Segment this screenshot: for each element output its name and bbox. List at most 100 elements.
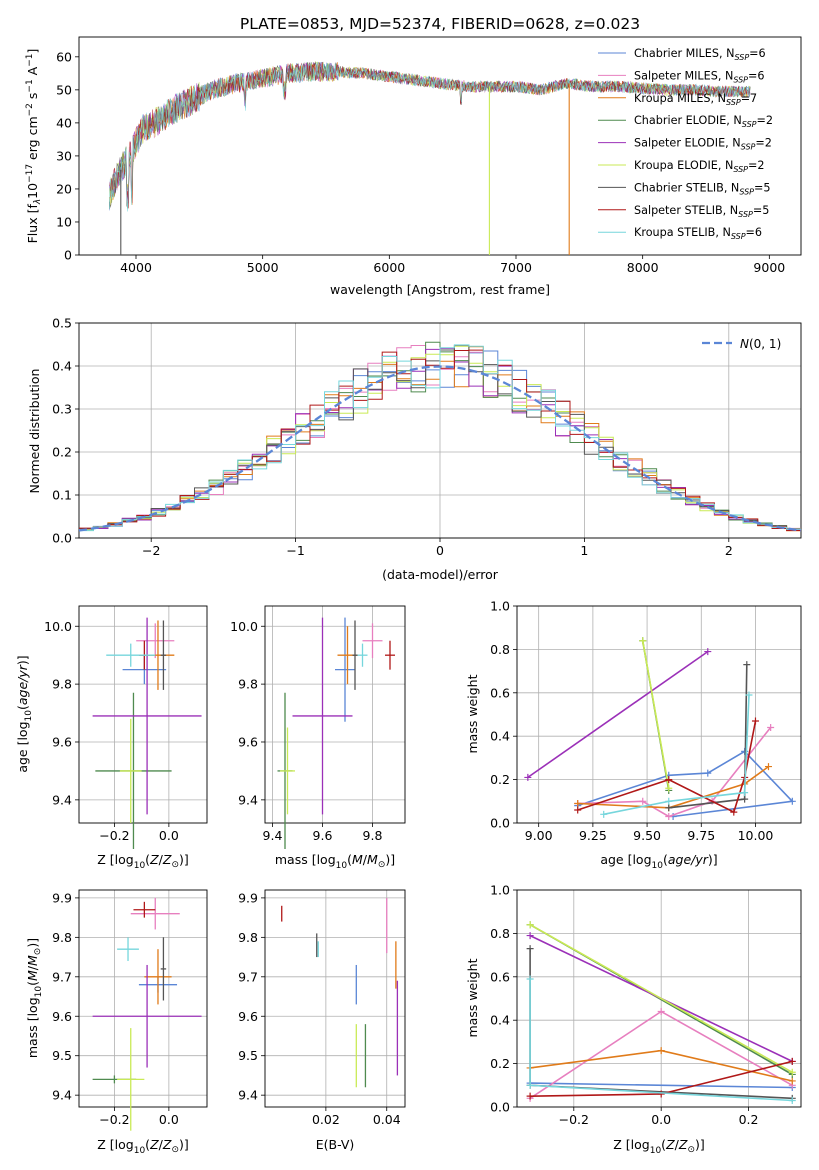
axis-label-part: 10	[134, 1146, 146, 1156]
y-axis-label-part: −1	[25, 54, 35, 67]
axis-label-part: )]	[179, 852, 189, 867]
x-tick-label: 9.4	[263, 828, 283, 843]
legend-entry: Kroupa MILES, NSSP=7	[634, 92, 757, 107]
legend-entry-part: SSP	[733, 165, 748, 174]
axis-label-part: Z [log	[97, 852, 133, 867]
mass-vs-ebv-panel: 0.02 0.04 9.4 9.5 9.6 9.7 9.8 9.9 E(B-V)	[238, 889, 406, 1152]
y-axis-label: mass weight	[465, 958, 480, 1037]
axis-label: age [log10(age/yr)]	[600, 852, 717, 871]
y-axis-label-part: −1	[25, 79, 35, 92]
data-marker	[788, 797, 796, 805]
data-marker	[704, 769, 712, 777]
y-tick-label: 9.7	[238, 969, 258, 984]
y-tick-label: 0.0	[52, 531, 72, 546]
legend-entry: Kroupa STELIB, NSSP=6	[634, 226, 762, 241]
axis-label: mass [log10(M/M⊙)]	[275, 852, 395, 871]
legend-entry: Salpeter MILES, NSSP=6	[634, 69, 765, 84]
axis-label: Z [log10(Z/Z⊙)]	[97, 1137, 189, 1156]
legend-entry-part: =5	[754, 181, 771, 194]
data-marker	[639, 797, 647, 805]
weight-series	[577, 750, 794, 818]
x-axis-label-part: E(B-V)	[316, 1137, 355, 1152]
spectrum-panel: 4000 5000 6000 7000 8000 9000 0 10 20 30 40 50 60 wav…	[25, 36, 802, 297]
data-marker	[743, 661, 751, 669]
data-marker	[526, 945, 534, 953]
axis-label-part: 10	[336, 861, 348, 871]
axis-label: Z [log10(Z/Z⊙)]	[97, 852, 189, 871]
y-tick-label: 0.6	[490, 969, 510, 984]
axis-label-part: /	[675, 1137, 680, 1152]
normal-curve	[78, 365, 802, 532]
axis-label-part: /	[159, 852, 164, 867]
legend: Chabrier MILES, NSSP=6 Salpeter MILES, NS…	[598, 47, 773, 241]
legend-entry: Salpeter ELODIE, NSSP=2	[634, 137, 772, 152]
legend-entry-part: =2	[748, 159, 765, 172]
data-marker	[741, 795, 749, 803]
y-axis-label-part: 10	[25, 183, 40, 199]
weight-series	[529, 924, 793, 1073]
data-marker	[526, 932, 534, 940]
y-tick-label: 9.8	[238, 677, 258, 692]
axes-frame	[516, 889, 802, 1108]
y-tick-label: 20	[56, 181, 72, 196]
y-tick-label: 9.5	[238, 1048, 258, 1063]
data-marker	[665, 812, 673, 820]
legend-entry-part: =6	[749, 47, 766, 60]
axis-label-part: (	[145, 852, 150, 867]
y-tick-label: 9.6	[238, 1009, 258, 1024]
data-marker	[730, 808, 738, 816]
mass-vs-metallicity-panel: −0.2 0.09.49.59.69.79.89.9Z [log10(Z/Z⊙)]…	[25, 889, 208, 1156]
legend-entry-part: =5	[753, 204, 770, 217]
axes-frame	[78, 36, 802, 256]
axis-label-part: age [log	[15, 721, 30, 772]
x-tick-label: 0.0	[159, 828, 179, 843]
y-tick-label: 0.2	[490, 772, 510, 787]
data-marker	[526, 1092, 534, 1100]
data-marker	[788, 1096, 796, 1104]
x-tick-label: −0.2	[99, 828, 129, 843]
spectrum-series	[109, 61, 751, 212]
weight-series	[577, 720, 757, 814]
axes-frame	[78, 605, 208, 824]
x-axis-label: (data-model)/error	[382, 567, 499, 582]
axis-label: age [log10(age/yr)]	[15, 655, 34, 772]
y-axis-label-part: s	[25, 93, 40, 104]
x-tick-label: −0.2	[99, 1112, 129, 1127]
axis-label-part: /	[159, 1137, 164, 1152]
y-axis-label-part: mass weight	[465, 674, 480, 753]
legend-entry-part: =6	[746, 226, 763, 239]
legend-entry: Chabrier MILES, NSSP=6	[634, 47, 766, 62]
legend-entry-part: (0, 1)	[749, 337, 781, 351]
x-tick-label: −1	[286, 543, 304, 558]
axis-label-part: 10	[652, 861, 664, 871]
legend-entry-part: SSP	[734, 53, 749, 62]
axes-frame	[78, 889, 208, 1108]
axis-label-part: ⊙	[171, 860, 179, 870]
x-tick-label: 9.25	[579, 828, 607, 843]
axis-label-part: M	[367, 852, 378, 867]
y-tick-label: 0.4	[490, 729, 510, 744]
y-tick-label: 9.9	[52, 890, 72, 905]
axis-label-part: )]	[15, 655, 30, 665]
age-vs-metallicity-panel: −0.2 0.09.49.69.810.0Z [log10(Z/Z⊙)]age […	[15, 605, 208, 871]
axis-label-part: Z	[149, 852, 159, 867]
y-axis-label: Flux [fλ10−17 erg cm−2 s−1 A−1]	[25, 49, 43, 244]
axis-label-part: ⊙	[378, 860, 386, 870]
y-tick-label: 9.8	[52, 930, 72, 945]
data-marker	[665, 797, 673, 805]
axis-label-part: 10	[134, 861, 146, 871]
legend-entry-part: N	[740, 337, 749, 351]
data-marker	[524, 773, 532, 781]
axis-label-part: (	[25, 981, 40, 986]
axis-label-part: ⊙	[171, 1145, 179, 1155]
weight-vs-metallicity-panel: −0.2 0.0 0.20.00.20.40.60.81.0Z [log10(Z/Z…	[465, 883, 802, 1156]
legend-entry-part: Salpeter ELODIE, N	[634, 137, 741, 150]
x-tick-label: −0.2	[559, 1112, 589, 1127]
x-tick-label: 2	[725, 543, 733, 558]
y-tick-label: 0.0	[490, 816, 510, 831]
y-tick-label: 0.1	[52, 488, 72, 503]
y-axis-label-part: erg cm	[25, 116, 40, 164]
x-tick-label: 9000	[753, 260, 785, 275]
axis-label-part: age/yr	[15, 664, 30, 705]
